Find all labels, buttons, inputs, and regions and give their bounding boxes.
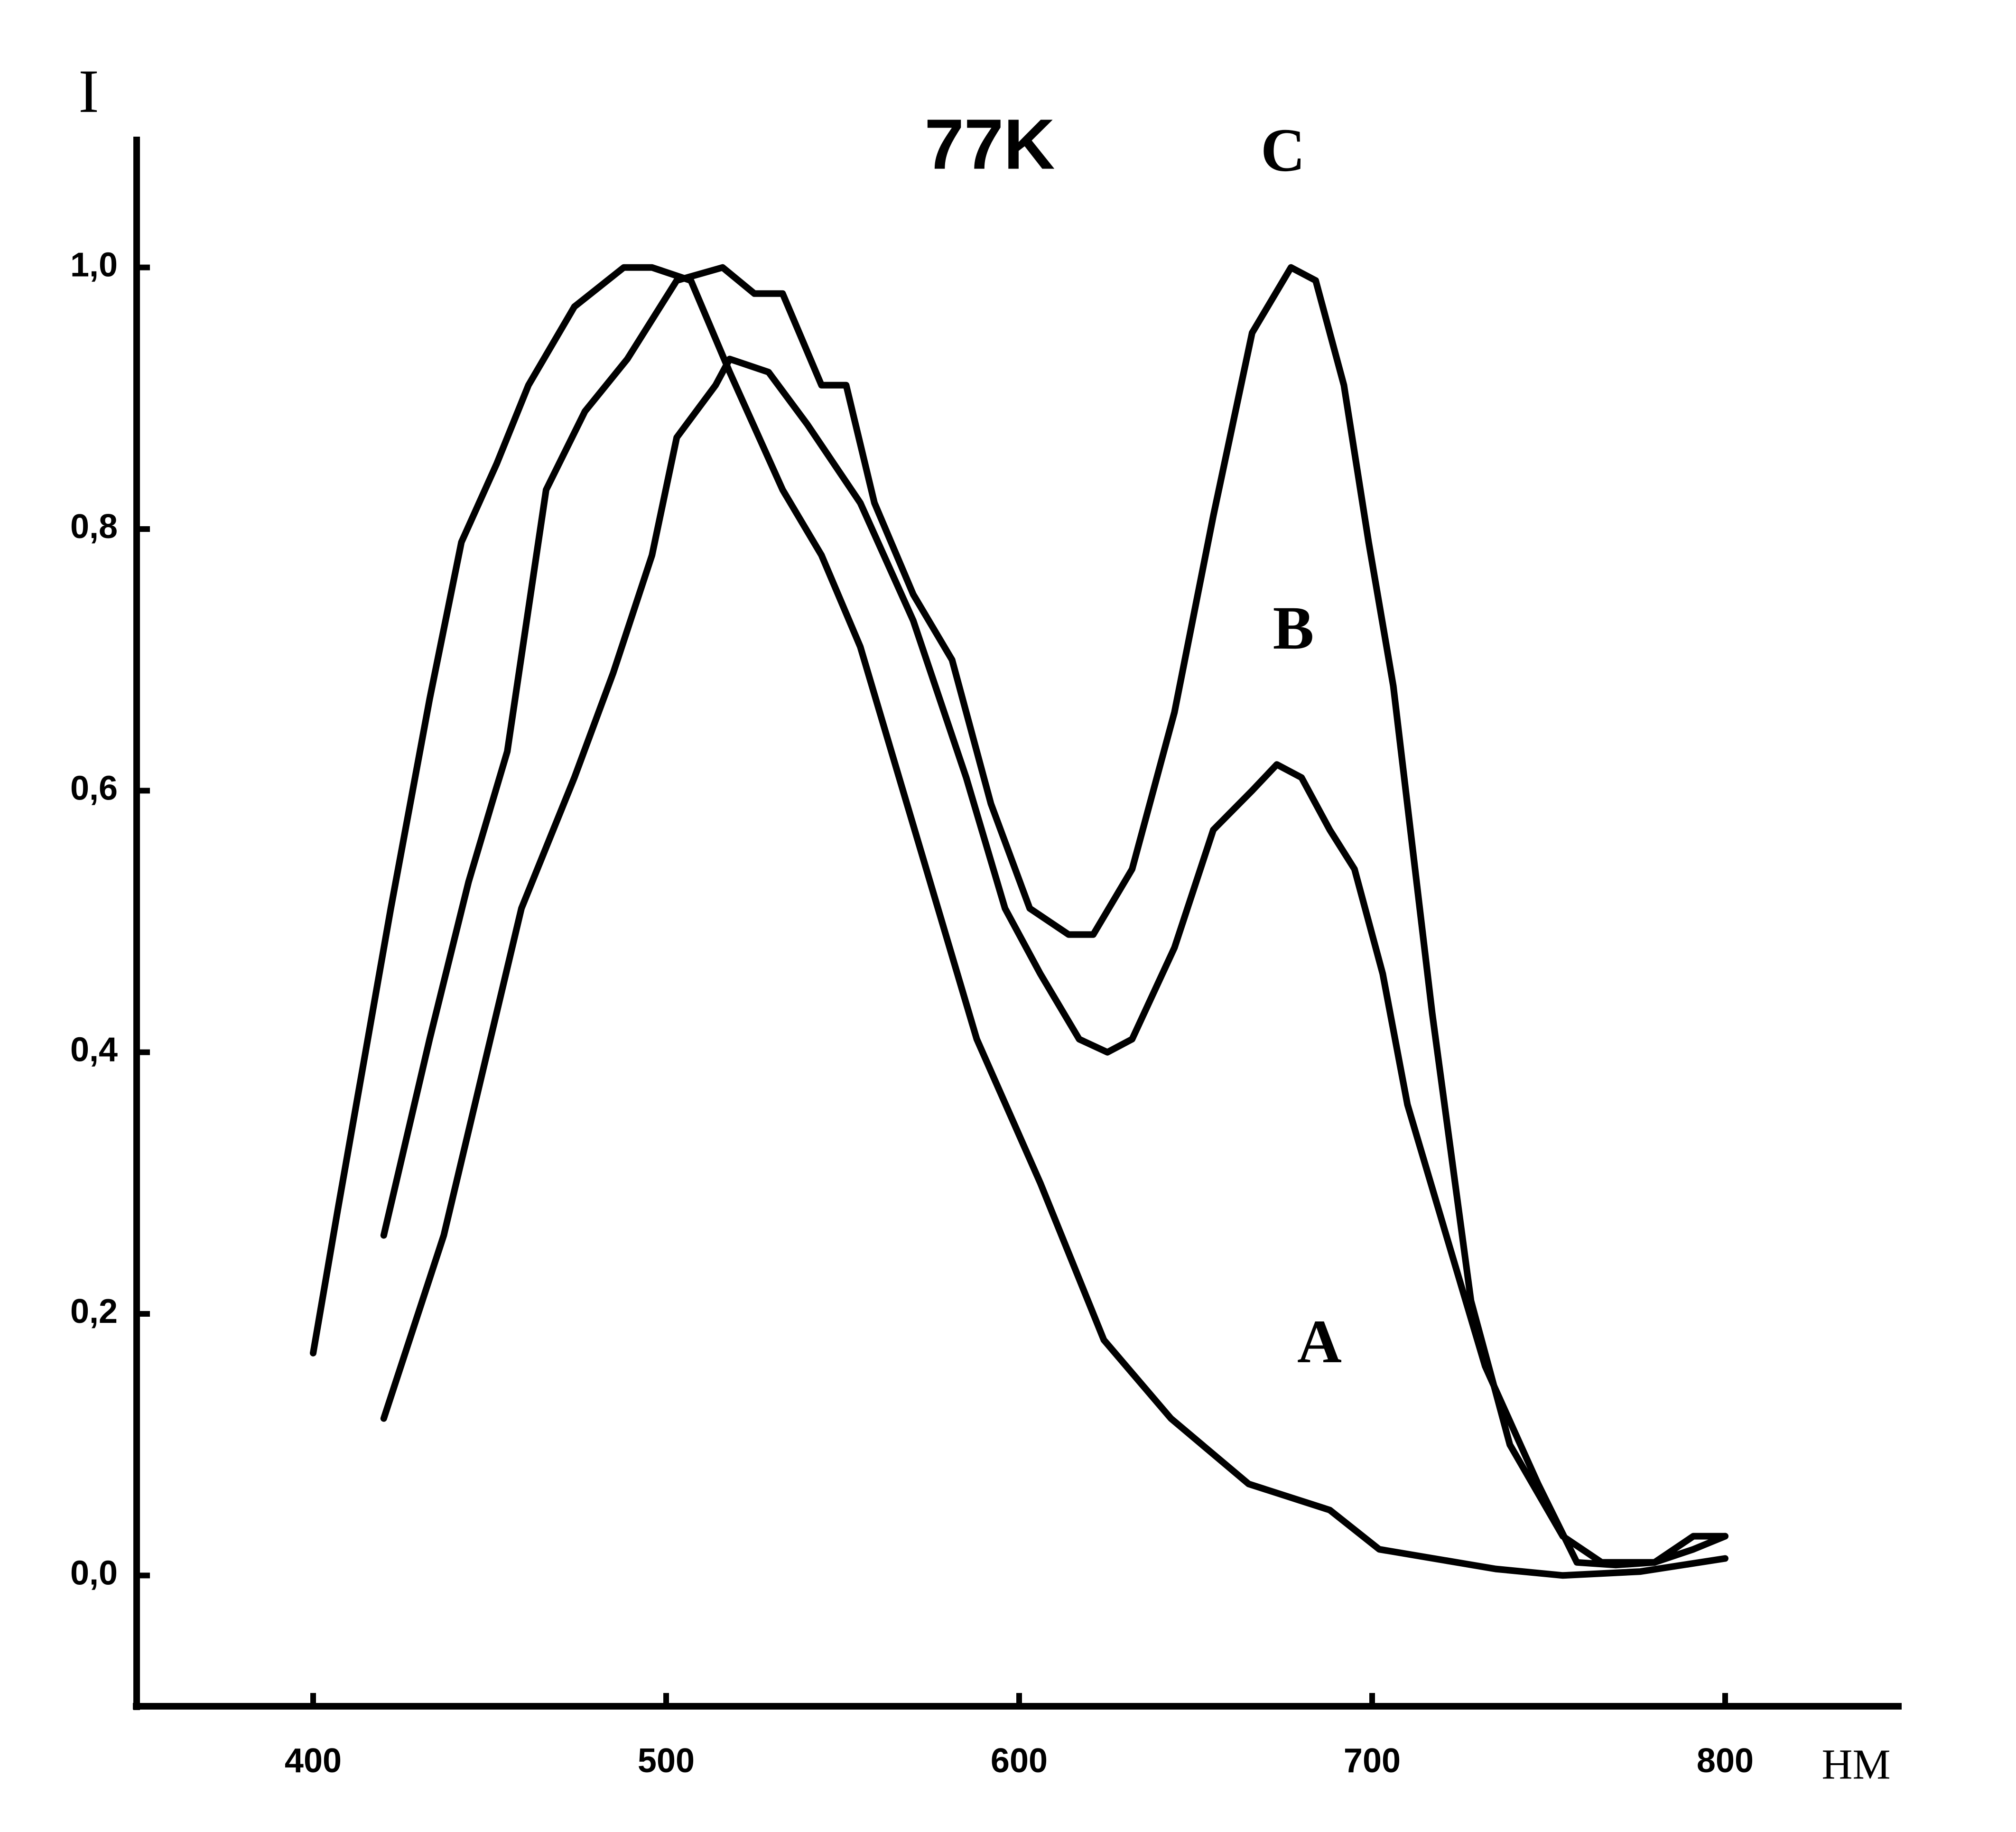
x-tick-label: 500 <box>638 1742 695 1780</box>
series-line <box>380 355 1728 1569</box>
series-label: A <box>1297 1308 1342 1376</box>
y-tick-label: 0,6 <box>70 769 118 807</box>
x-tick-label: 600 <box>991 1742 1048 1780</box>
series-label: C <box>1261 116 1305 185</box>
x-axis-label: HM <box>1821 1741 1890 1788</box>
x-tick-label: 700 <box>1344 1742 1401 1780</box>
y-tick-label: 0,8 <box>70 508 118 546</box>
series-line <box>380 264 1728 1566</box>
y-tick-label: 0,2 <box>70 1293 118 1330</box>
y-tick-label: 0,4 <box>70 1031 118 1069</box>
x-tick-label: 400 <box>285 1742 342 1780</box>
x-tick-label: 800 <box>1697 1742 1754 1780</box>
series-line <box>310 264 1728 1579</box>
y-tick-label: 0,0 <box>70 1554 118 1592</box>
chart-title: 77K <box>924 104 1055 184</box>
y-axis-label: I <box>78 57 99 126</box>
y-tick-label: 1,0 <box>70 246 118 284</box>
series-label: B <box>1273 594 1314 662</box>
